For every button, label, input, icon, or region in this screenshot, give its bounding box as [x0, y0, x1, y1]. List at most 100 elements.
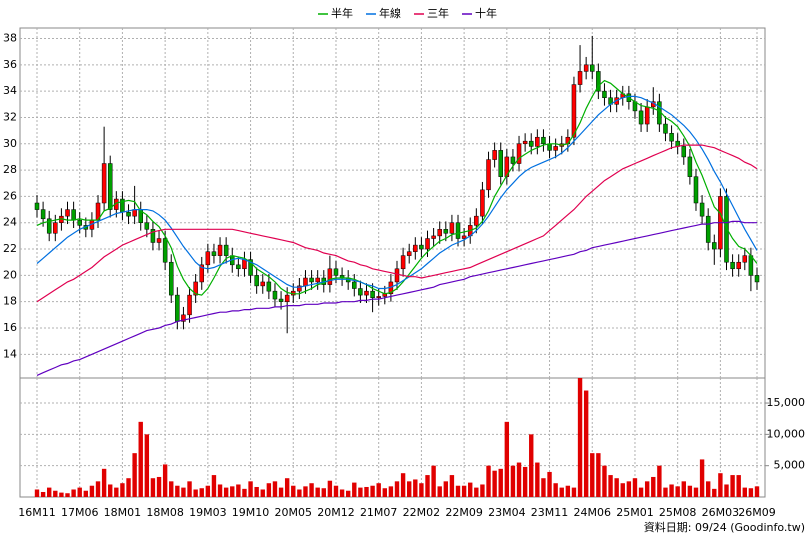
candle-body [284, 294, 290, 302]
volume-bar [364, 486, 369, 497]
candle-body [150, 229, 156, 243]
volume-bar [345, 490, 351, 497]
candle-body [46, 218, 52, 234]
candle-body [297, 285, 302, 292]
volume-bar [284, 478, 290, 497]
volume-bar [95, 481, 101, 497]
volume-bar [370, 485, 375, 497]
candle-body [748, 255, 754, 276]
volume-bar [583, 390, 589, 497]
volume-bar [736, 475, 741, 497]
volume-bar [712, 488, 717, 497]
x-tick-label: 19M10 [232, 506, 270, 519]
candle-body [663, 123, 668, 134]
candle-body [107, 163, 113, 210]
volume-bar [437, 486, 442, 497]
legend-label: 十年 [475, 6, 497, 20]
volume-bar [394, 481, 400, 497]
candle-body [413, 244, 418, 252]
volume-bar [175, 485, 180, 497]
candle-body [53, 222, 58, 234]
candle-body [175, 294, 180, 322]
candle-body [101, 163, 107, 204]
volume-bar [559, 487, 564, 497]
ma-line [36, 144, 758, 303]
footer: 資料日期: 09/24 (Goodinfo.tw) [644, 520, 805, 534]
volume-bar [498, 468, 503, 497]
candle-body [437, 229, 442, 237]
candle-body [443, 229, 449, 234]
candle-body [699, 202, 705, 217]
y-tick-label: 32 [3, 110, 17, 123]
volume-bar [315, 487, 320, 497]
candle-body [248, 259, 253, 276]
candle-body [504, 156, 510, 177]
y-tick-label: 28 [3, 163, 17, 176]
candle-body [425, 238, 430, 250]
volume-bar [602, 465, 607, 497]
y-tick-label: 26 [3, 189, 17, 202]
candle-body [71, 209, 76, 221]
x-tick-label: 16M11 [18, 506, 56, 519]
volume-bar [461, 485, 467, 497]
y2-tick-label: 10,000 [767, 427, 806, 440]
volume-bar [260, 489, 265, 497]
candle-body [309, 277, 314, 283]
volume-bar [705, 481, 711, 497]
candle-body [681, 146, 687, 158]
candle-body [535, 136, 540, 147]
volume-bar [669, 484, 674, 497]
volume-bar [388, 486, 394, 497]
candle-body [144, 222, 150, 230]
volume-bar [474, 487, 479, 497]
candle-body [590, 64, 595, 72]
x-tick-label: 24M06 [574, 506, 612, 519]
volume-bar [626, 481, 632, 497]
candle-body [132, 209, 137, 217]
volume-bar [150, 478, 156, 497]
candle-body [553, 146, 558, 151]
volume-bar [352, 482, 357, 497]
volume-bar [547, 471, 552, 497]
candle-body [168, 261, 174, 296]
y2-tick-label: 5,000 [774, 459, 806, 472]
x-tick-label: 26M09 [738, 506, 776, 519]
volume-bar [358, 487, 363, 497]
volume-bar [199, 488, 204, 497]
candle-body [315, 277, 320, 283]
volume-bar [278, 487, 284, 497]
volume-bar [211, 475, 217, 497]
candle-body [223, 244, 229, 256]
candle-body [736, 261, 741, 270]
ma-line [36, 220, 757, 376]
volume-bar [248, 481, 253, 497]
volume-bar [663, 487, 668, 497]
candle-body [474, 215, 479, 226]
volume-bar [193, 489, 198, 497]
y-tick-label: 30 [3, 137, 17, 150]
x-tick-label: 23M11 [531, 506, 569, 519]
candle-body [211, 251, 217, 256]
volume-bar [571, 487, 577, 497]
volume-bar [754, 486, 760, 497]
candle-body [431, 235, 436, 239]
candle-body [486, 159, 491, 191]
candle-body [687, 156, 693, 177]
candle-body [205, 251, 211, 266]
legend-label: 年線 [379, 6, 401, 20]
volume-bar [108, 484, 113, 497]
volume-bar [339, 489, 345, 497]
volume-bar [114, 487, 119, 497]
candle-body [327, 268, 333, 285]
volume-bar [242, 488, 247, 497]
candle-body [571, 84, 577, 138]
volume-bar [614, 478, 619, 497]
volume-bar [162, 464, 168, 497]
candle-body [510, 156, 516, 164]
candle-body [193, 281, 198, 296]
y-tick-label: 18 [3, 295, 17, 308]
candle-body [358, 288, 363, 296]
x-tick-label: 18M08 [146, 506, 184, 519]
volume-bar [181, 487, 186, 497]
candle-body [370, 290, 375, 298]
